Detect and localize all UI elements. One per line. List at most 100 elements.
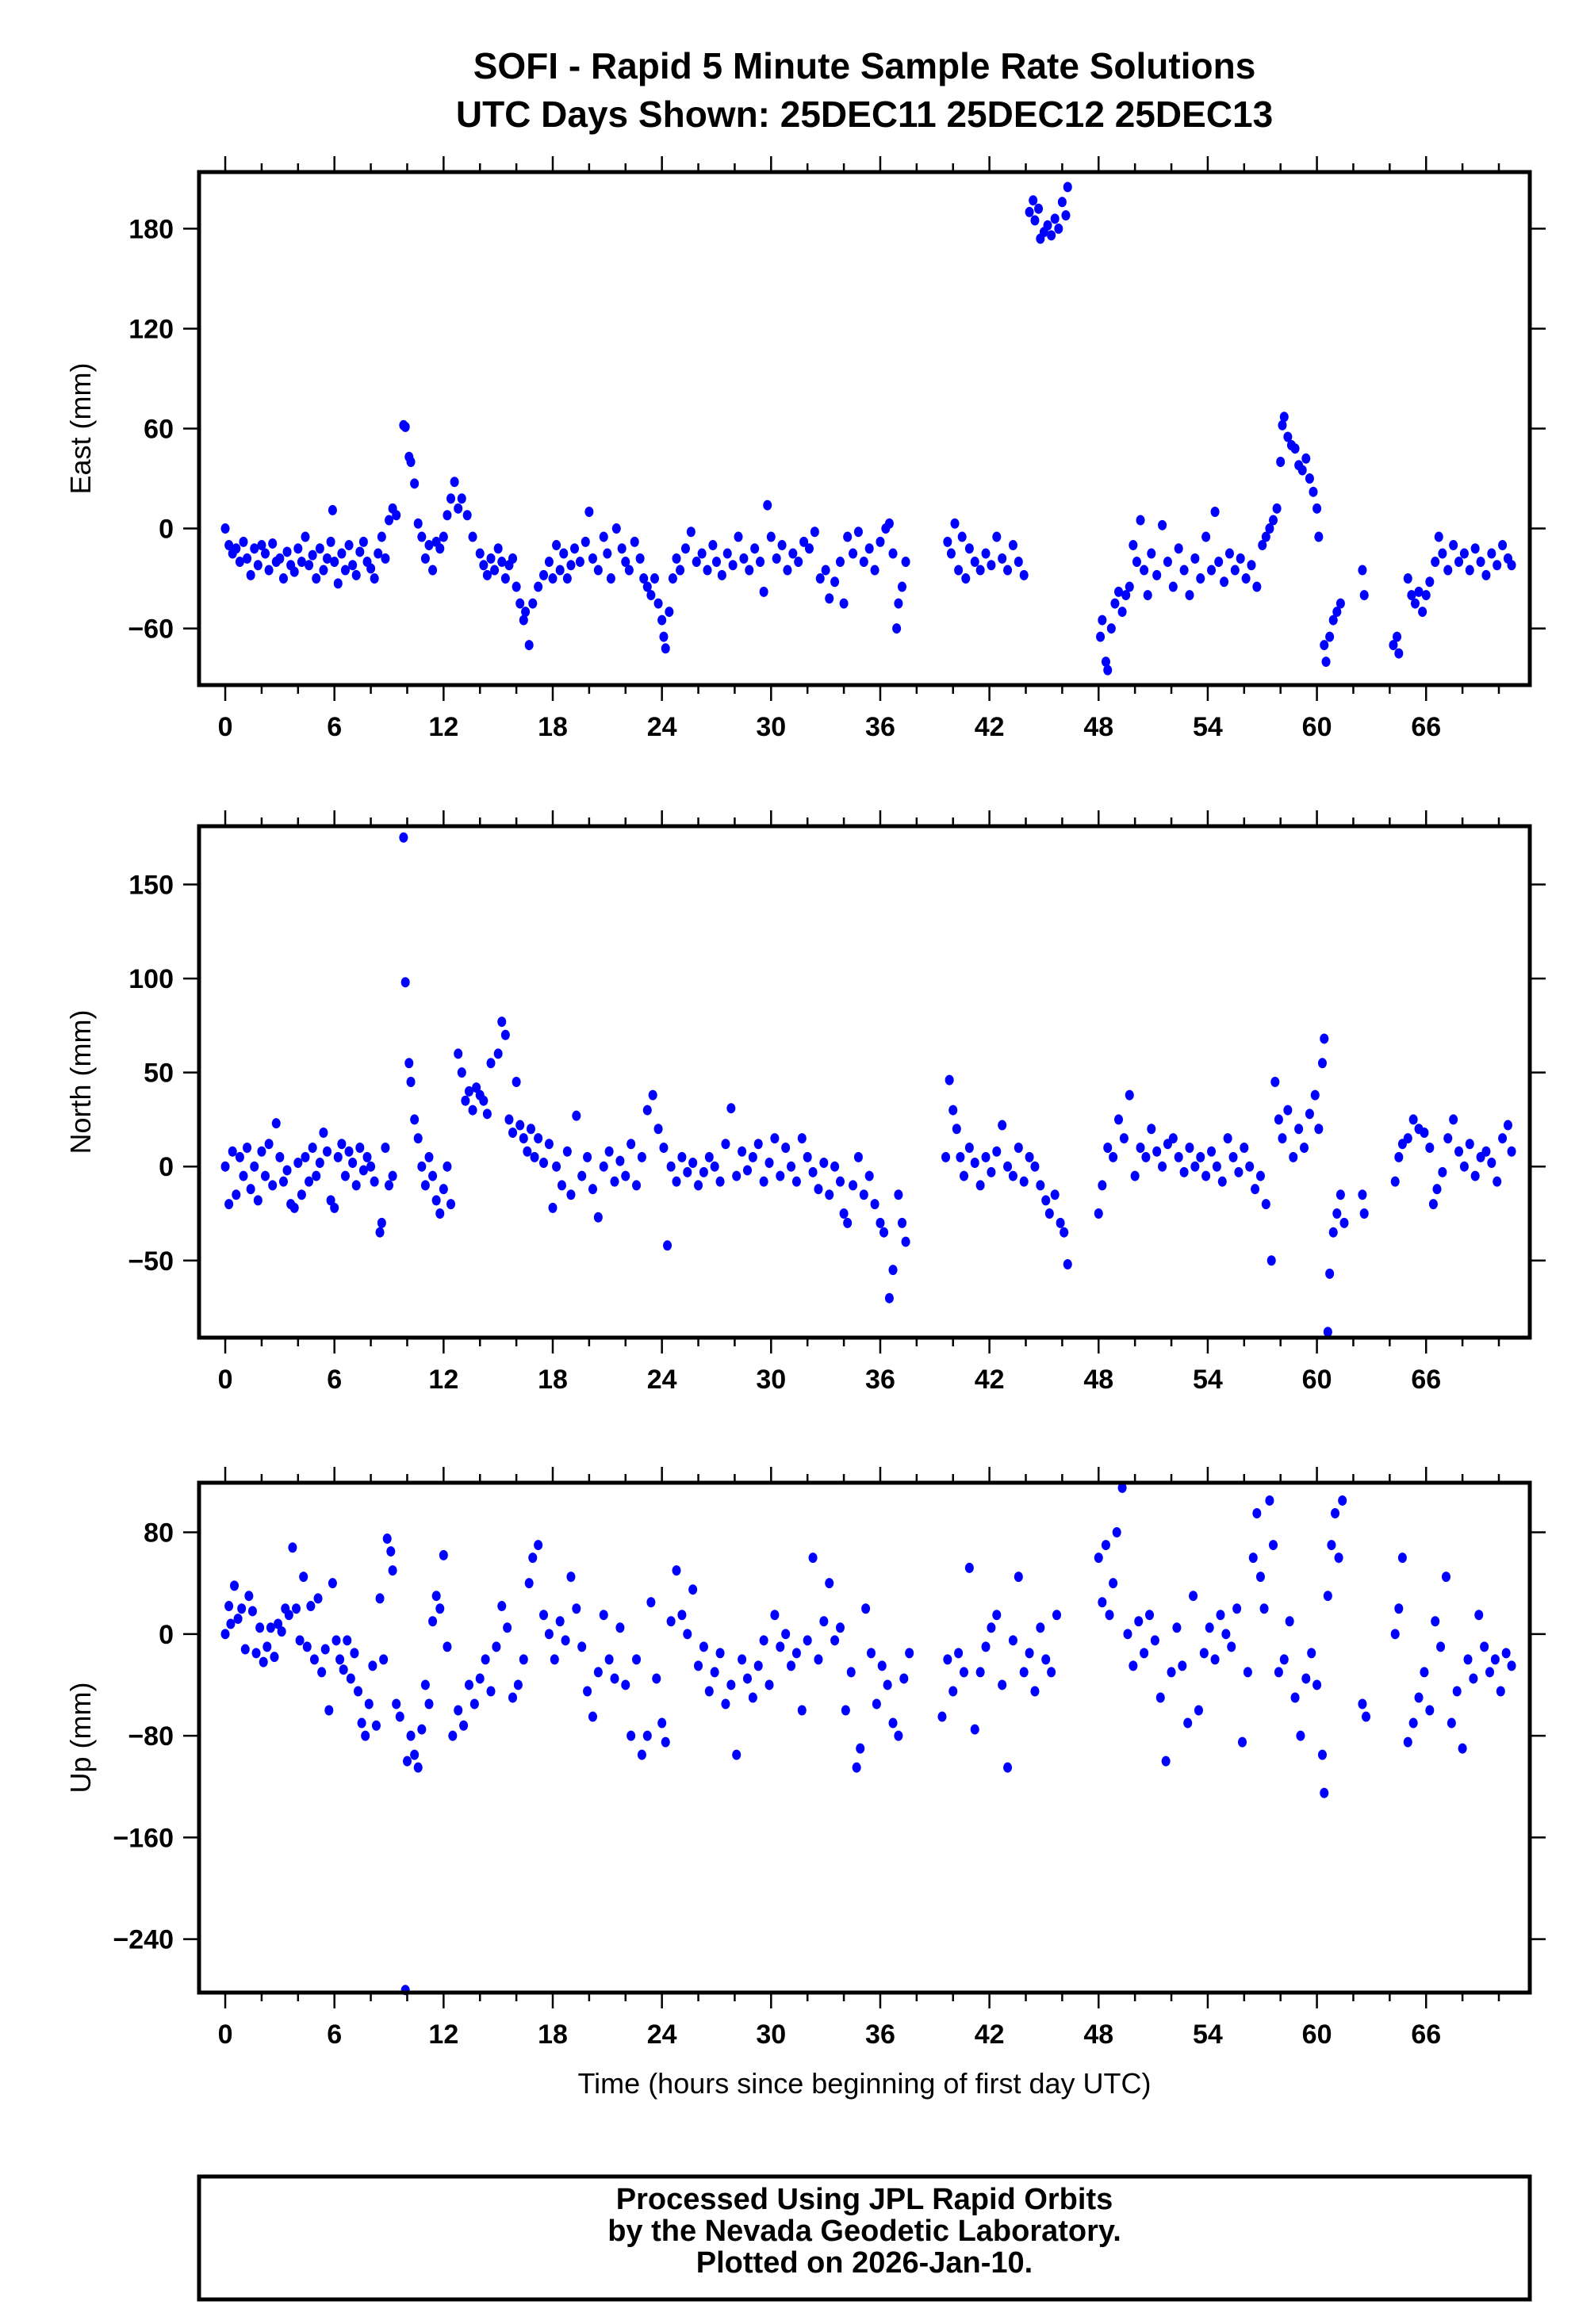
data-point <box>1328 615 1338 626</box>
data-point <box>544 1629 554 1640</box>
data-point <box>1285 1616 1294 1627</box>
data-point <box>472 1082 481 1093</box>
data-point <box>1394 1603 1404 1614</box>
data-point <box>970 1157 979 1168</box>
data-point <box>1358 565 1367 576</box>
x-tick-label: 48 <box>1083 712 1113 742</box>
data-point <box>1155 1692 1165 1703</box>
data-point <box>1470 1170 1480 1181</box>
data-point <box>1317 1058 1327 1069</box>
data-point <box>781 1142 791 1153</box>
data-point <box>668 573 677 584</box>
data-point <box>876 536 885 547</box>
data-point <box>539 1610 549 1621</box>
data-point <box>282 546 292 557</box>
data-point <box>1469 1673 1478 1684</box>
data-point <box>1397 1553 1407 1564</box>
x-tick-label: 48 <box>1083 2020 1113 2050</box>
y-tick-label: 0 <box>159 1152 174 1182</box>
data-point <box>732 1170 742 1181</box>
data-point <box>315 543 324 554</box>
data-point <box>797 1133 807 1144</box>
data-point <box>413 518 423 529</box>
data-points-east <box>220 182 1516 676</box>
data-point <box>1485 1667 1495 1678</box>
data-point <box>1101 1540 1110 1551</box>
data-point <box>666 1616 676 1627</box>
data-point <box>1305 473 1314 484</box>
data-point <box>555 565 565 576</box>
data-point <box>1094 1553 1103 1564</box>
data-point <box>570 543 580 554</box>
data-point <box>1436 1641 1446 1652</box>
data-point <box>1359 590 1369 601</box>
data-point <box>841 1705 850 1716</box>
data-point <box>431 1591 441 1602</box>
data-point <box>998 1120 1007 1131</box>
data-point <box>1434 531 1443 542</box>
data-point <box>839 598 849 609</box>
data-point <box>1255 1170 1265 1181</box>
data-point <box>1274 1114 1283 1125</box>
data-point <box>738 1654 747 1665</box>
data-point <box>1025 1151 1034 1162</box>
data-point <box>428 1616 438 1627</box>
data-point <box>781 1629 791 1640</box>
data-point <box>759 1176 768 1187</box>
data-point <box>462 510 472 521</box>
data-point <box>815 573 825 584</box>
data-point <box>959 1667 968 1678</box>
data-point <box>694 1660 703 1671</box>
data-point <box>648 1089 657 1101</box>
data-point <box>653 1124 663 1135</box>
data-point <box>876 1217 885 1228</box>
data-point <box>457 1067 466 1078</box>
data-point <box>331 1635 341 1646</box>
data-point <box>448 1730 458 1741</box>
data-point <box>1174 543 1183 554</box>
data-point <box>808 1166 818 1177</box>
y-tick-label: 50 <box>144 1059 174 1089</box>
data-point <box>772 553 781 564</box>
data-point <box>274 1618 283 1629</box>
data-point <box>1425 1142 1435 1153</box>
data-point <box>534 581 543 592</box>
data-point <box>350 1648 359 1659</box>
data-point <box>1063 1259 1072 1270</box>
data-point <box>435 1603 445 1614</box>
data-point <box>500 573 510 584</box>
data-point <box>385 1180 394 1191</box>
data-point <box>1217 1176 1227 1187</box>
data-point <box>884 1292 894 1304</box>
data-point <box>814 1654 823 1665</box>
data-point <box>627 1730 636 1741</box>
data-point <box>1098 1597 1107 1608</box>
y-tick-label: 120 <box>128 314 174 344</box>
data-point <box>1132 557 1141 568</box>
data-point <box>1063 182 1072 193</box>
data-point <box>987 560 996 571</box>
data-point <box>1190 553 1200 564</box>
data-point <box>819 1157 829 1168</box>
footer-line3: Plotted on 2026-Jan-10. <box>696 2246 1033 2280</box>
data-point <box>524 1578 534 1589</box>
data-point <box>308 1142 317 1153</box>
data-point <box>354 1686 363 1697</box>
data-point <box>1056 1217 1065 1228</box>
data-point <box>351 1180 361 1191</box>
data-point <box>395 1711 404 1722</box>
data-point <box>1272 503 1282 514</box>
data-point <box>446 1199 456 1210</box>
data-point <box>362 1151 372 1162</box>
data-point <box>457 493 466 504</box>
data-point <box>468 531 477 542</box>
data-point <box>464 1085 473 1097</box>
data-point <box>1247 560 1256 571</box>
x-tick-label: 60 <box>1302 1365 1332 1395</box>
data-point <box>1503 1120 1512 1131</box>
y-tick-label: 100 <box>128 964 174 994</box>
data-point <box>264 1139 274 1150</box>
data-point <box>825 593 834 604</box>
data-point <box>1214 557 1224 568</box>
x-axis-label: Time (hours since beginning of first day… <box>578 2067 1152 2100</box>
